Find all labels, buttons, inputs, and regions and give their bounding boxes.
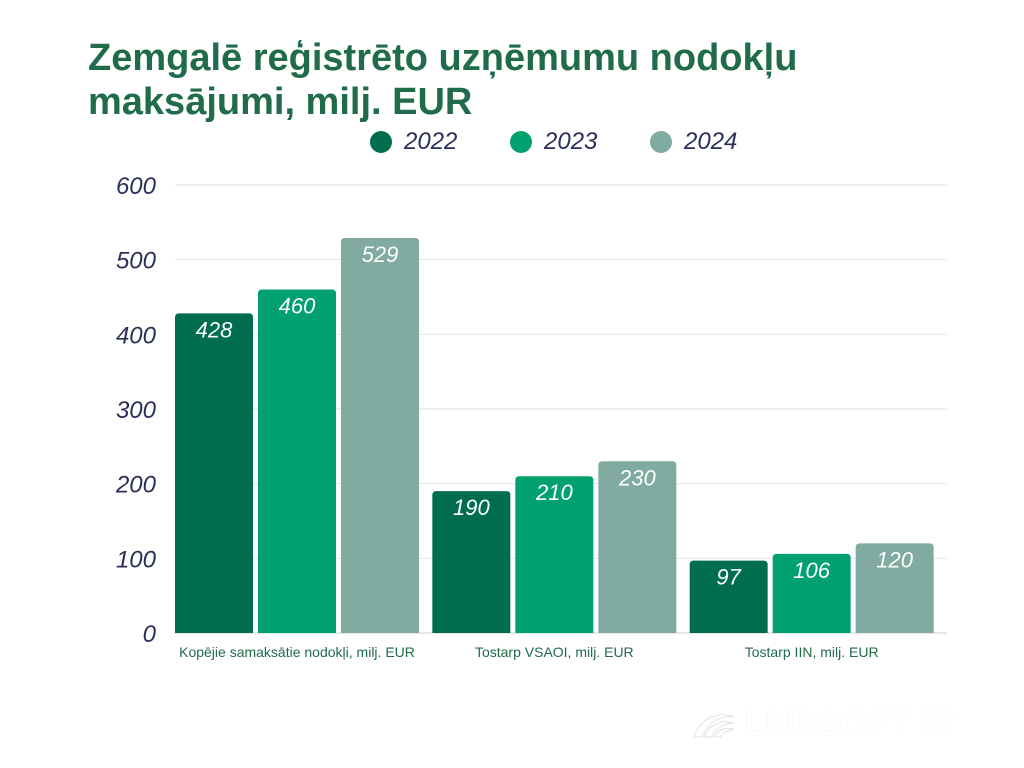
legend-swatch-2022 [370, 131, 392, 153]
legend-swatch-2024 [650, 131, 672, 153]
data-label: 190 [453, 495, 490, 520]
y-tick-label: 0 [143, 621, 157, 648]
bar [515, 476, 594, 633]
y-tick-label: 500 [116, 248, 157, 275]
y-tick-label: 300 [116, 397, 157, 424]
lursoft-wave-icon [693, 714, 735, 738]
legend-label-2024: 2024 [684, 128, 738, 155]
brand-logo: LURSOFT IT [690, 702, 954, 746]
bar-chart: 0 100 200 300 400 500 600 428 460 529 Kopējie sama… [115, 173, 947, 660]
data-label: 460 [279, 294, 316, 319]
bar [432, 491, 511, 633]
legend-label-2023: 2023 [544, 128, 598, 155]
bar [175, 313, 253, 633]
legend-item-2023: 2023 [510, 126, 597, 158]
chart-legend: 2022 2023 2024 [0, 126, 1024, 158]
data-label: 120 [876, 547, 913, 572]
x-category-label: Tostarp IIN, milj. EUR [745, 644, 879, 660]
y-tick-label: 200 [115, 472, 157, 499]
data-label: 106 [793, 558, 830, 583]
bar [258, 289, 336, 633]
chart-title: Zemgalē reģistrēto uzņēmumu nodokļu maks… [88, 37, 798, 123]
data-label: 428 [196, 317, 233, 342]
bar [341, 238, 419, 633]
brand-name: LURSOFT IT [744, 704, 955, 743]
y-tick-label: 400 [116, 322, 157, 349]
data-label: 529 [362, 242, 399, 267]
bar [598, 461, 677, 633]
data-label: 97 [716, 565, 741, 590]
bar [855, 543, 934, 633]
y-tick-label: 600 [116, 173, 157, 200]
y-tick-label: 100 [116, 546, 157, 573]
data-label: 210 [535, 480, 573, 505]
bar [772, 553, 851, 633]
legend-item-2022: 2022 [370, 126, 457, 158]
legend-label-2022: 2022 [404, 128, 458, 155]
bar [689, 560, 768, 633]
x-category-label: Tostarp VSAOI, milj. EUR [475, 644, 634, 660]
legend-item-2024: 2024 [650, 126, 737, 158]
data-label: 230 [618, 465, 656, 490]
legend-swatch-2023 [510, 131, 532, 153]
x-category-label: Kopējie samaksātie nodokļi, milj. EUR [179, 644, 415, 660]
